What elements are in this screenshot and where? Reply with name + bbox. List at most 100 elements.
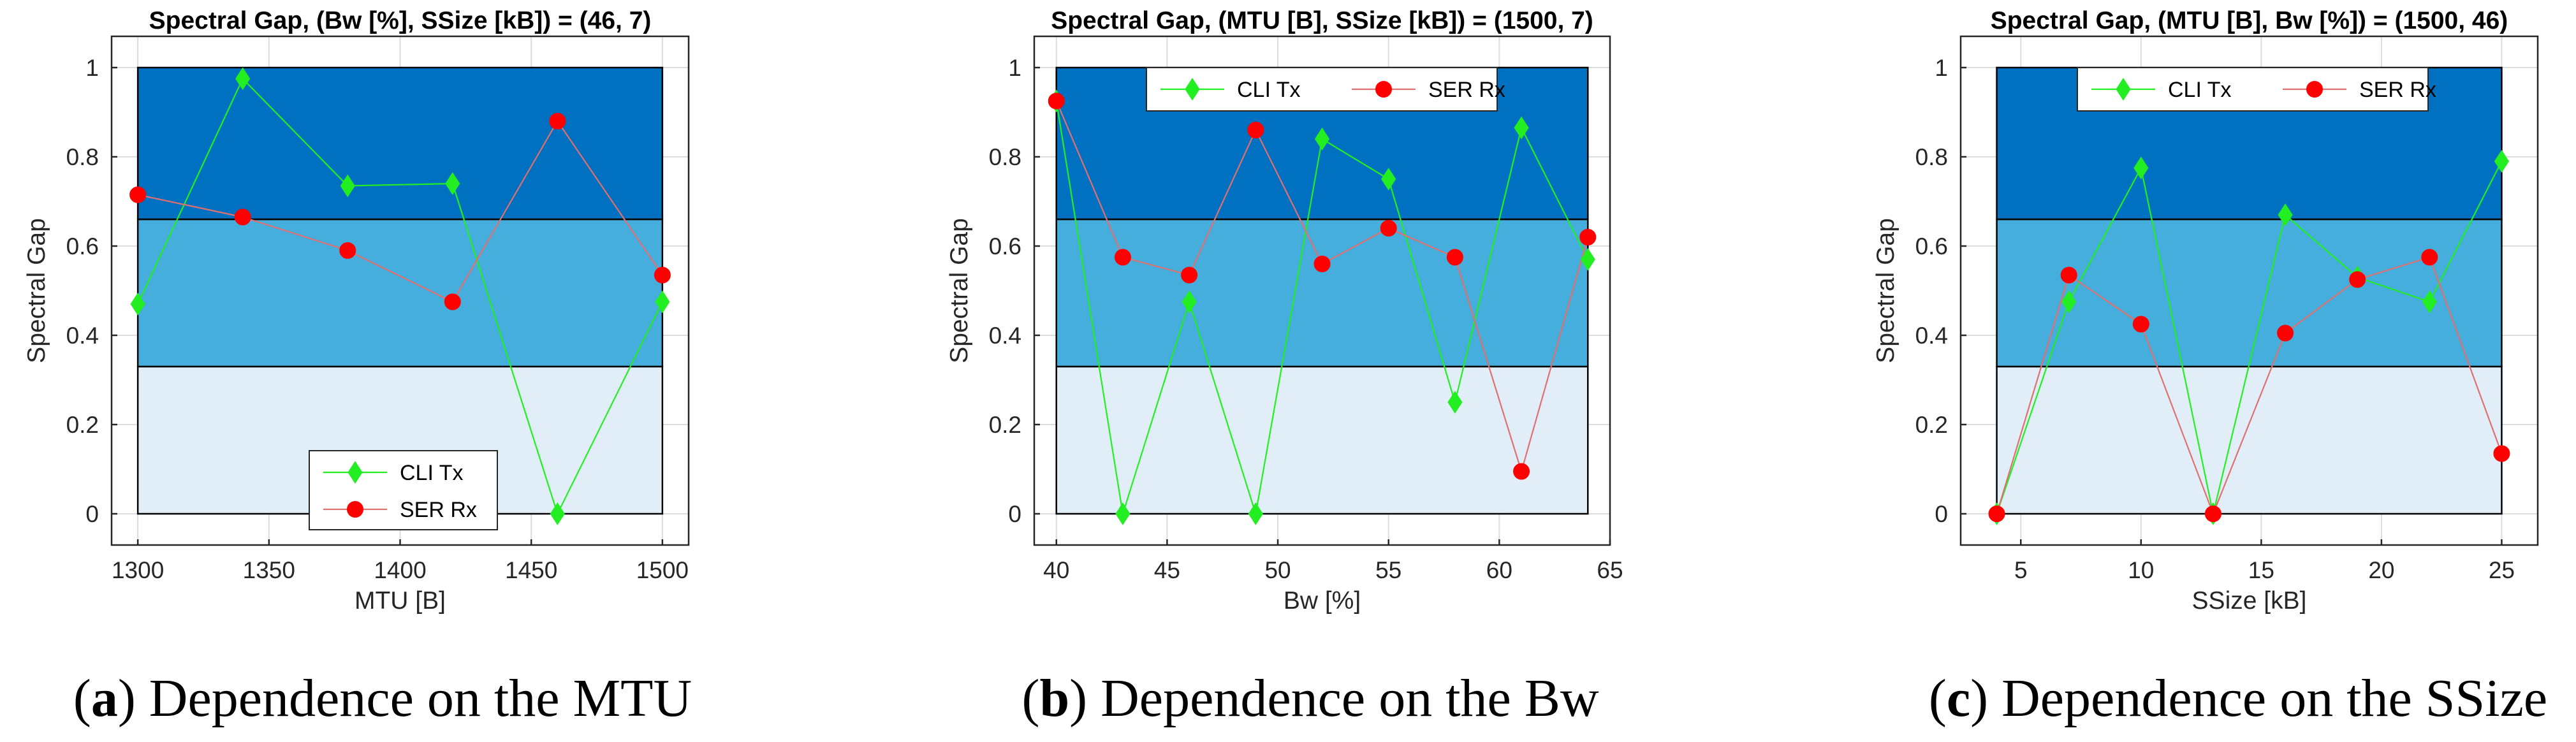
chart-1-legend-marker-2 [347, 501, 363, 518]
chart-1-ytick-label-2: 0.4 [66, 323, 99, 349]
chart-1-caption-text: Dependence on the MTU [136, 669, 692, 728]
chart-3-ytick-label-4: 0.8 [1915, 144, 1948, 170]
chart-2-legend-marker-2 [1375, 81, 1392, 98]
chart-2-point-series-2-1 [1048, 92, 1065, 110]
chart-2-legend-marker-1 [1185, 78, 1200, 101]
chart-2-legend: CLI Tx SER Rx [1146, 67, 1505, 112]
chart-2-xtick-label-3: 55 [1375, 557, 1401, 583]
chart-1-caption-open: ( [73, 669, 91, 728]
chart-3-point-series-1-3 [2133, 156, 2149, 180]
chart-3-axes-box [1959, 35, 2539, 546]
chart-3-caption-letter: c [1947, 669, 1970, 728]
chart-1-legend: CLI Tx SER Rx [309, 450, 498, 530]
chart-1-point-series-1-3 [340, 174, 355, 198]
chart-3-legend-marker-1 [2116, 78, 2131, 101]
chart-2-ytick-label-0: 0 [1008, 501, 1021, 527]
chart-3-xtick-label-1: 10 [2128, 557, 2154, 583]
chart-1-xlabel: MTU [B] [355, 587, 446, 615]
chart-1-point-series-1-6 [655, 290, 670, 314]
chart-1-ytick-label-5: 1 [85, 55, 99, 81]
chart-2-caption-close: ) [1069, 669, 1087, 728]
chart-3-legend: CLI Tx SER Rx [2077, 67, 2436, 112]
chart-3-point-series-1-7 [2422, 290, 2437, 314]
chart-3-point-series-2-5 [2277, 324, 2294, 342]
chart-2-band-low [1055, 365, 1589, 515]
chart-1-line-series-2 [137, 119, 663, 303]
chart-2-point-series-2-9 [1579, 229, 1597, 245]
chart-2-point-series-1-3 [1182, 290, 1197, 314]
chart-1-line-series-1 [137, 77, 663, 516]
chart-2: 40 45 50 55 60 65 0 0.2 0.4 0.6 0.8 1 Bw [%] Spectral… [946, 7, 1623, 728]
chart-3-point-series-2-4 [2204, 506, 2221, 522]
chart-3-ytick-label-1: 0.2 [1915, 412, 1948, 438]
chart-3-xtick-label-2: 15 [2248, 557, 2274, 583]
chart-3-band-mid [1996, 218, 2503, 368]
chart-2-axes-box [1033, 35, 1611, 546]
chart-2-ytick-label-3: 0.6 [989, 233, 1021, 259]
chart-1-caption: (a) Dependence on the MTU [73, 669, 692, 728]
chart-3-point-series-1-8 [2494, 150, 2510, 173]
chart-3-legend-label-1: CLI Tx [2168, 78, 2232, 102]
chart-1-band-high [136, 66, 664, 221]
chart-1-point-series-2-2 [234, 208, 251, 226]
chart-2-legend-label-2: SER Rx [1428, 78, 1505, 102]
chart-2-caption-open: ( [1021, 669, 1039, 728]
chart-1-point-series-2-6 [654, 266, 671, 284]
chart-2-point-series-1-6 [1381, 168, 1396, 191]
chart-1-title: Spectral Gap, (Bw [%], SSize [kB]) = (46… [149, 7, 652, 34]
chart-2-point-series-2-8 [1513, 463, 1530, 480]
chart-2-caption-letter: b [1039, 669, 1069, 728]
chart-1-caption-close: ) [118, 669, 136, 728]
chart-2-point-series-1-4 [1248, 502, 1263, 525]
chart-3-point-series-1-5 [2278, 203, 2293, 226]
chart-2-ytick-label-2: 0.4 [989, 323, 1021, 349]
chart-1-ylabel: Spectral Gap [23, 218, 50, 363]
chart-2-point-series-2-7 [1446, 249, 1463, 266]
chart-1-point-series-1-5 [550, 502, 565, 525]
chart-1-xtick-label-0: 1300 [112, 557, 164, 583]
chart-3-point-series-2-2 [2060, 266, 2077, 284]
chart-2-point-series-1-8 [1514, 116, 1529, 140]
chart-1: 1300 1350 1400 1450 1500 0 0.2 0.4 0.6 0.8 1 MTU [B… [23, 7, 692, 728]
chart-2-band-mid [1055, 218, 1589, 368]
chart-2-legend-label-1: CLI Tx [1237, 78, 1301, 102]
chart-2-title: Spectral Gap, (MTU [B], SSize [kB]) = (1… [1051, 7, 1593, 34]
chart-1-point-series-1-1 [130, 293, 145, 316]
chart-1-legend-box [309, 450, 498, 530]
chart-1-legend-label-2: SER Rx [400, 498, 477, 522]
chart-1-ytick-label-4: 0.8 [66, 144, 99, 170]
chart-3-point-series-1-2 [2061, 290, 2077, 314]
chart-2-xtick-label-2: 50 [1264, 557, 1291, 583]
chart-3-point-series-2-3 [2132, 316, 2149, 333]
chart-1-ytick-label-3: 0.6 [66, 233, 99, 259]
chart-1-ytick-label-0: 0 [85, 501, 99, 527]
chart-2-ylabel: Spectral Gap [946, 218, 973, 363]
chart-2-point-series-2-2 [1114, 249, 1131, 266]
chart-3-legend-marker-2 [2306, 81, 2323, 98]
chart-1-xtick-label-3: 1450 [505, 557, 557, 583]
chart-1-xtick-label-2: 1400 [374, 557, 426, 583]
chart-3-ylabel: Spectral Gap [1872, 218, 1899, 363]
chart-3-point-series-2-7 [2421, 249, 2438, 266]
chart-2-xtick-label-4: 60 [1486, 557, 1512, 583]
chart-3-ytick-label-2: 0.4 [1915, 323, 1948, 349]
chart-1-point-series-1-4 [445, 172, 460, 195]
chart-2-point-series-2-3 [1181, 266, 1198, 284]
chart-3-legend-label-2: SER Rx [2359, 78, 2436, 102]
chart-2-point-series-1-9 [1580, 248, 1595, 271]
chart-3-ytick-label-0: 0 [1935, 501, 1948, 527]
chart-1-point-series-2-5 [549, 113, 566, 129]
chart-2-point-series-2-4 [1247, 122, 1264, 138]
chart-3-point-series-2-6 [2349, 271, 2366, 288]
chart-3-title: Spectral Gap, (MTU [B], Bw [%]) = (1500,… [1991, 7, 2508, 34]
chart-3-xlabel: SSize [kB] [2192, 587, 2307, 615]
chart-1-band-mid [136, 218, 664, 368]
chart-3-ytick-label-3: 0.6 [1915, 233, 1948, 259]
chart-2-point-series-1-5 [1314, 127, 1330, 150]
chart-3-caption: (c) Dependence on the SSize [1929, 669, 2547, 728]
chart-3-ytick-label-5: 1 [1935, 55, 1948, 81]
chart-2-xtick-label-0: 40 [1043, 557, 1069, 583]
chart-3: 5 10 15 20 25 0 0.2 0.4 0.6 0.8 1 SSize [kB] Spectra… [1872, 7, 2547, 728]
chart-2-xlabel: Bw [%] [1284, 587, 1361, 615]
